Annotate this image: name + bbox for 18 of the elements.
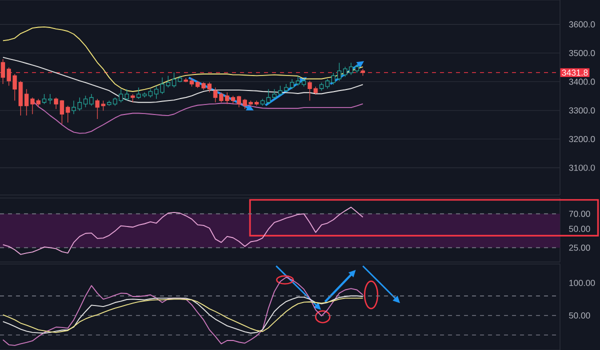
y-tick-label: 50.00 xyxy=(569,312,590,319)
candlestick xyxy=(54,97,58,110)
y-tick-label: 3300.0 xyxy=(569,107,595,114)
y-tick-label: 3600.0 xyxy=(569,21,595,28)
y-tick-label: 3400.0 xyxy=(569,78,595,85)
y-tick-label: 3500.0 xyxy=(569,50,595,56)
y-tick-label: 70.00 xyxy=(569,210,590,217)
candlestick xyxy=(236,95,242,108)
line-series xyxy=(2,206,364,255)
y-tick-label: 100.00 xyxy=(569,280,595,286)
candlestick xyxy=(207,82,212,93)
y-tick-label: 25.00 xyxy=(569,244,590,251)
candlestick xyxy=(325,78,330,89)
y-tick-label: 3100.0 xyxy=(569,164,595,171)
candlestick xyxy=(89,94,94,106)
y-tick-label: 50.00 xyxy=(569,226,590,232)
ref-line-label: 3431.8 xyxy=(562,70,588,76)
y-tick-label: 3200.0 xyxy=(569,136,595,142)
